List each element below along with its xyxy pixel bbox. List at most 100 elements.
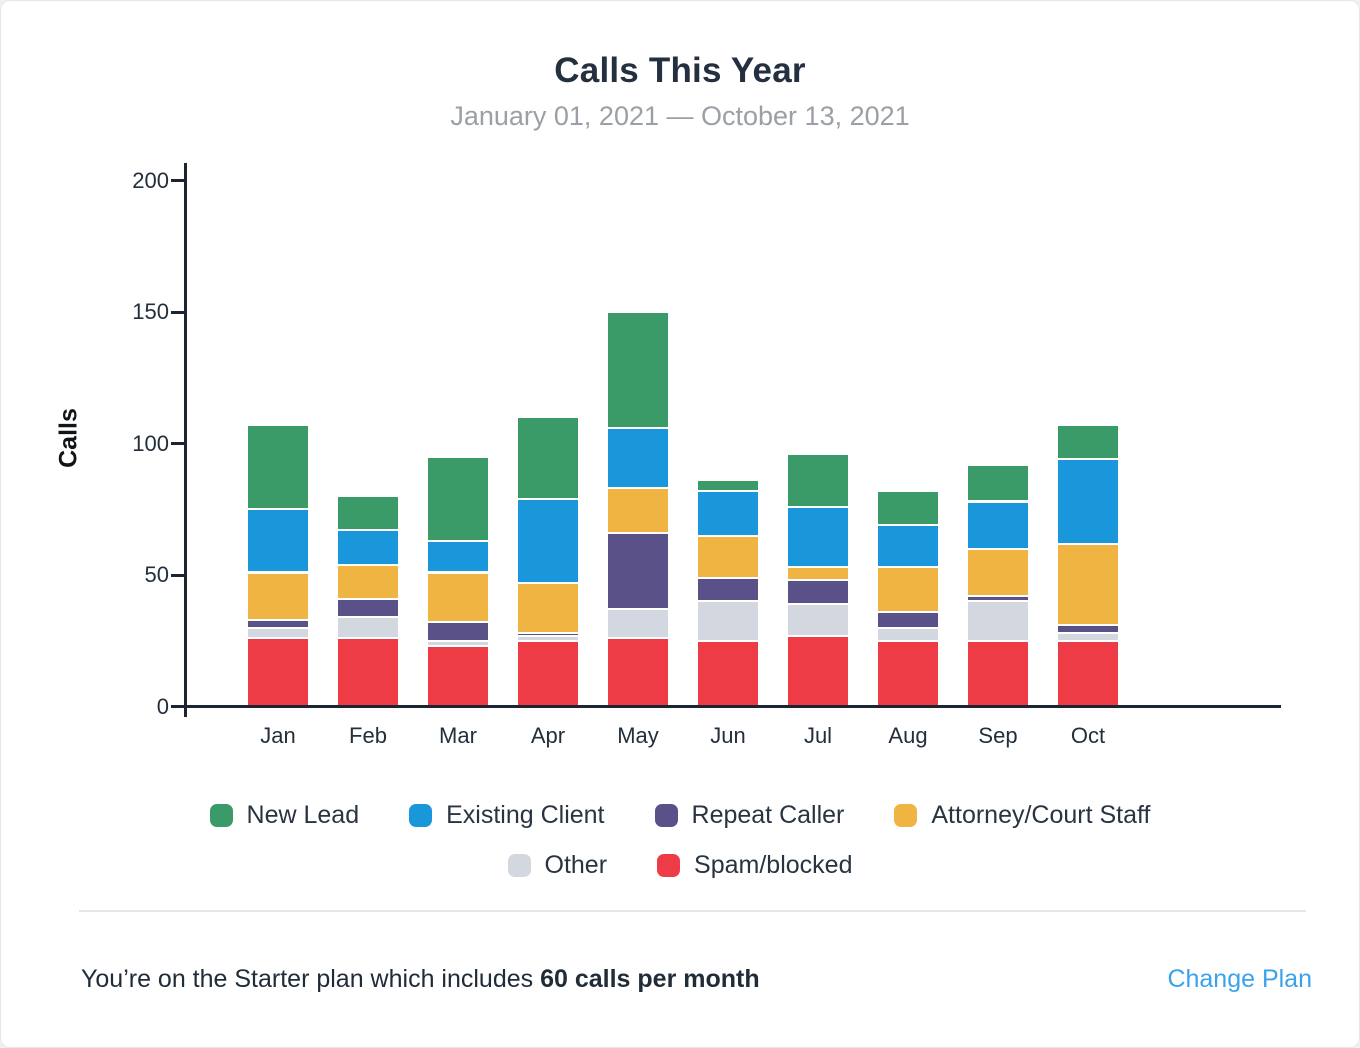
bar-segment-feb-repeat-caller xyxy=(338,599,398,619)
legend-marker-attorney-court-staff xyxy=(894,804,918,827)
bar-segment-sep-existing-client xyxy=(968,502,1028,550)
bar-segment-mar-spam-blocked xyxy=(428,647,488,705)
legend-item-spam-blocked[interactable]: Spam/blocked xyxy=(657,851,852,880)
bar-segment-aug-repeat-caller xyxy=(878,612,938,629)
bar-segment-mar-repeat-caller xyxy=(428,623,488,642)
legend-label-attorney-court-staff: Attorney/Court Staff xyxy=(931,801,1151,829)
bar-segment-oct-other xyxy=(1058,634,1118,642)
bar-oct xyxy=(1058,426,1118,705)
legend-row-2: Other Spam/blocked xyxy=(507,851,852,880)
bar-segment-may-attorney-court-staff xyxy=(608,489,668,535)
bar-segment-oct-repeat-caller xyxy=(1058,626,1118,634)
bar-segment-oct-new-lead xyxy=(1058,426,1118,461)
bar-segment-apr-existing-client xyxy=(518,499,578,585)
y-tick-label-150: 150 xyxy=(132,299,169,324)
bar-segment-apr-spam-blocked xyxy=(518,641,578,705)
bar-jan xyxy=(248,426,308,705)
bar-segment-jul-new-lead xyxy=(788,455,848,508)
bar-segment-oct-attorney-court-staff xyxy=(1058,544,1118,627)
bar-segment-aug-existing-client xyxy=(878,526,938,569)
x-tick-label-oct: Oct xyxy=(1070,723,1106,748)
bar-segment-mar-attorney-court-staff xyxy=(428,573,488,624)
bar-segment-jun-new-lead xyxy=(698,481,758,492)
bar-segment-mar-other xyxy=(428,641,488,648)
x-tick-label-apr: Apr xyxy=(530,723,566,748)
bar-aug xyxy=(878,491,938,705)
legend-marker-new-lead xyxy=(209,804,233,827)
change-plan-link[interactable]: Change Plan xyxy=(1167,965,1312,993)
legend-marker-other xyxy=(507,854,531,877)
bar-segment-may-other xyxy=(608,610,668,640)
bar-feb xyxy=(338,497,398,705)
y-axis-line xyxy=(184,163,187,717)
legend-label-repeat-caller: Repeat Caller xyxy=(691,801,845,829)
bar-segment-jun-spam-blocked xyxy=(698,641,758,705)
legend-label-existing-client: Existing Client xyxy=(446,801,605,829)
legend-item-new-lead[interactable]: New Lead xyxy=(209,801,360,830)
bar-segment-jan-other xyxy=(248,628,308,640)
bar-mar xyxy=(428,457,488,705)
x-tick-label-jan: Jan xyxy=(260,723,296,748)
bar-segment-jun-other xyxy=(698,602,758,642)
legend-item-existing-client[interactable]: Existing Client xyxy=(409,801,605,830)
x-tick-label-jun: Jun xyxy=(710,723,746,748)
bar-segment-sep-new-lead xyxy=(968,465,1028,503)
bar-segment-jul-other xyxy=(788,605,848,637)
legend-row-1: New Lead Existing Client Repeat Caller Atto… xyxy=(209,801,1150,830)
bar-segment-aug-other xyxy=(878,628,938,642)
bar-segment-jul-attorney-court-staff xyxy=(788,568,848,582)
bar-segment-aug-new-lead xyxy=(878,491,938,527)
bar-segment-jun-attorney-court-staff xyxy=(698,536,758,579)
y-tick-label-0: 0 xyxy=(156,693,169,719)
x-axis-line xyxy=(171,705,1281,708)
bar-sep xyxy=(968,465,1028,705)
legend-marker-repeat-caller xyxy=(654,804,678,827)
bar-segment-jul-existing-client xyxy=(788,507,848,569)
bar-segment-oct-spam-blocked xyxy=(1058,641,1118,705)
y-tick-mark-100 xyxy=(171,442,184,445)
section-divider xyxy=(79,910,1306,912)
bar-segment-sep-attorney-court-staff xyxy=(968,549,1028,598)
bar-segment-apr-repeat-caller xyxy=(518,633,578,637)
x-tick-label-may: May xyxy=(617,723,659,748)
x-tick-label-feb: Feb xyxy=(349,723,387,748)
bar-jul xyxy=(788,455,848,705)
bar-segment-jul-repeat-caller xyxy=(788,581,848,606)
bar-segment-jun-existing-client xyxy=(698,491,758,537)
bar-segment-may-existing-client xyxy=(608,428,668,490)
x-tick-label-aug: Aug xyxy=(888,723,928,748)
bar-segment-apr-new-lead xyxy=(518,418,578,500)
bar-segment-feb-other xyxy=(338,618,398,640)
chart-legend: New Lead Existing Client Repeat Caller Atto… xyxy=(1,801,1359,880)
x-tick-label-mar: Mar xyxy=(439,723,477,748)
y-tick-mark-200 xyxy=(171,179,184,182)
x-tick-label-sep: Sep xyxy=(978,723,1018,748)
chart-title: Calls This Year xyxy=(554,51,806,90)
bar-segment-aug-spam-blocked xyxy=(878,641,938,705)
legend-label-new-lead: New Lead xyxy=(246,801,360,829)
bar-segment-feb-new-lead xyxy=(338,497,398,532)
legend-marker-existing-client xyxy=(409,804,433,827)
bar-segment-apr-attorney-court-staff xyxy=(518,584,578,634)
legend-item-other[interactable]: Other xyxy=(507,851,608,880)
bar-segment-mar-new-lead xyxy=(428,457,488,542)
chart-date-range: January 01, 2021 — October 13, 2021 xyxy=(450,101,910,131)
bar-segment-may-spam-blocked xyxy=(608,639,668,705)
bar-segment-mar-existing-client xyxy=(428,541,488,574)
y-tick-mark-50 xyxy=(171,573,184,577)
bar-segment-sep-other xyxy=(968,602,1028,642)
bar-segment-feb-attorney-court-staff xyxy=(338,565,398,600)
legend-item-attorney-court-staff[interactable]: Attorney/Court Staff xyxy=(894,801,1150,830)
bar-jun xyxy=(698,481,758,705)
y-tick-label-100: 100 xyxy=(132,430,169,456)
plan-text-normal: You’re on the Starter plan which include… xyxy=(81,965,541,993)
legend-label-other: Other xyxy=(544,851,608,879)
plan-status-text: You’re on the Starter plan which include… xyxy=(81,965,760,994)
bar-segment-feb-existing-client xyxy=(338,531,398,566)
plan-calls-quota: 60 calls per month xyxy=(540,965,760,993)
bar-segment-jun-repeat-caller xyxy=(698,578,758,603)
bar-segment-sep-repeat-caller xyxy=(968,597,1028,603)
legend-item-repeat-caller[interactable]: Repeat Caller xyxy=(654,801,845,830)
bar-segment-apr-other xyxy=(518,636,578,642)
